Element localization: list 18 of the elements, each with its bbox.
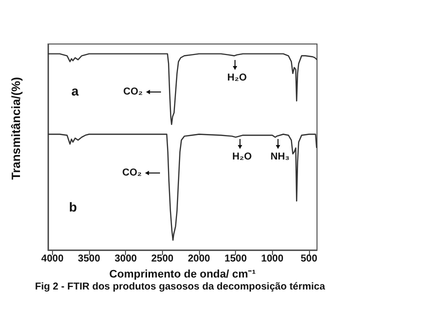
x-tick-label: 2500 bbox=[151, 254, 174, 264]
annotation: a bbox=[71, 84, 80, 98]
annotation: CO₂ bbox=[123, 86, 143, 98]
x-tick-label: 3500 bbox=[78, 254, 101, 264]
x-tick-label: 500 bbox=[300, 254, 318, 264]
annotation: H₂O bbox=[232, 152, 252, 162]
annotation: CO₂ bbox=[122, 168, 142, 178]
annotation: H₂O bbox=[227, 72, 247, 84]
x-tick-label: 1000 bbox=[261, 254, 284, 264]
y-axis-title: Transmitância/(%) bbox=[9, 76, 23, 180]
annotation: b bbox=[69, 200, 78, 214]
x-tick-label: 3000 bbox=[114, 254, 138, 264]
annotation: NH₃ bbox=[270, 152, 290, 162]
caption: Fig 2 - FTIR dos produtos gasosos da decomposição térmica bbox=[35, 282, 326, 292]
x-tick-label: 4000 bbox=[41, 254, 64, 264]
x-tick-label: 2000 bbox=[188, 254, 211, 264]
x-axis-title: Comprimento de onda/ cm⁻¹ bbox=[109, 268, 256, 280]
x-tick-label: 1500 bbox=[224, 254, 248, 264]
